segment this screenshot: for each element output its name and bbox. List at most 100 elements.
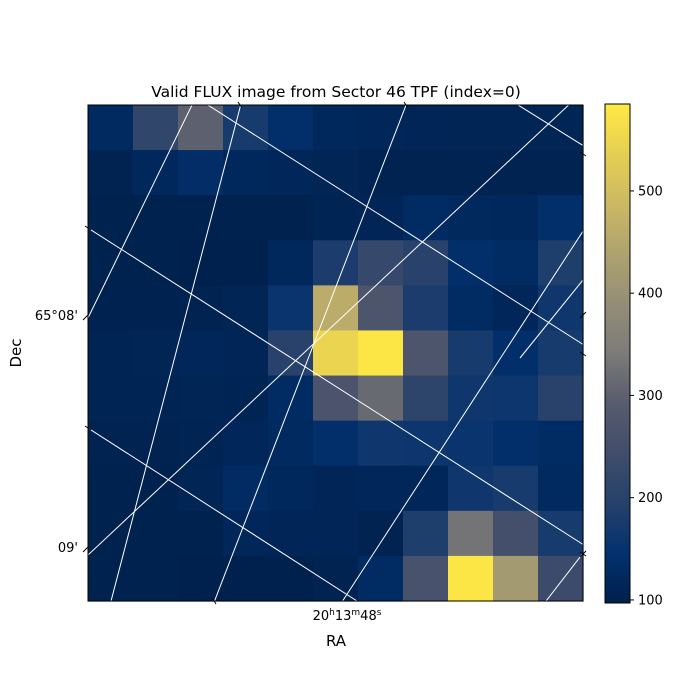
grid-line xyxy=(110,105,242,601)
heatmap-cell xyxy=(493,420,539,467)
heatmap-cell xyxy=(313,330,359,377)
heatmap-cell xyxy=(448,375,494,422)
heatmap-cell xyxy=(313,150,359,196)
heatmap-cell xyxy=(133,240,179,286)
heatmap-cell xyxy=(403,240,449,286)
heatmap-cell xyxy=(178,285,224,332)
heatmap-cell xyxy=(313,555,359,602)
heatmap-cell xyxy=(133,150,179,196)
heatmap-cell xyxy=(178,150,224,196)
heatmap-cell xyxy=(358,555,404,602)
heatmap-cell xyxy=(133,375,179,422)
plot-frame xyxy=(87,104,584,602)
frame-tick xyxy=(237,101,243,109)
coordinate-grid xyxy=(88,105,583,601)
heatmap-cell xyxy=(268,195,314,241)
heatmap-cell xyxy=(403,195,449,241)
heatmap-cell xyxy=(403,555,449,602)
heatmap-cell xyxy=(448,195,494,241)
heatmap-cell xyxy=(448,465,494,512)
grid-line xyxy=(545,552,583,601)
heatmap-cell xyxy=(133,105,179,151)
heatmap-cell xyxy=(88,240,134,286)
frame-tick xyxy=(82,313,90,321)
heatmap-cell xyxy=(538,240,584,286)
heatmap-cell xyxy=(223,105,269,151)
heatmap-cell xyxy=(538,465,584,512)
heatmap-cell xyxy=(538,330,584,377)
heatmap-cell xyxy=(88,420,134,467)
heatmap-cell xyxy=(538,195,584,241)
heatmap-cell xyxy=(178,555,224,602)
heatmap-cell xyxy=(358,330,404,377)
frame-tick xyxy=(82,545,90,553)
grid-line xyxy=(517,105,583,147)
heatmap-cell xyxy=(313,420,359,467)
heatmap-cell xyxy=(223,555,269,602)
heatmap-cell xyxy=(178,420,224,467)
heatmap-cell xyxy=(223,330,269,377)
heatmap-cell xyxy=(358,240,404,286)
heatmap-cell xyxy=(313,465,359,512)
heatmap-cell xyxy=(268,510,314,557)
heatmap-cell xyxy=(88,555,134,602)
heatmap-cell xyxy=(223,375,269,422)
heatmap-cell xyxy=(448,150,494,196)
heatmap-cell xyxy=(133,510,179,557)
heatmap-cell xyxy=(448,510,494,557)
heatmap-cell xyxy=(268,330,314,377)
frame-tick xyxy=(84,225,92,231)
heatmap-cell xyxy=(493,465,539,512)
frame-tick xyxy=(403,101,409,109)
heatmap-cell xyxy=(223,420,269,467)
grid-line xyxy=(88,427,358,601)
heatmap-cell xyxy=(88,285,134,332)
heatmap-cell xyxy=(178,105,224,151)
heatmap-cell xyxy=(133,195,179,241)
heatmap-cell xyxy=(403,330,449,377)
y-tick-label: 65°08' xyxy=(35,309,78,324)
frame-tick xyxy=(579,550,587,558)
heatmap-cell xyxy=(493,150,539,196)
heatmap-cell xyxy=(88,195,134,241)
heatmap-cell xyxy=(178,510,224,557)
heatmap-cell xyxy=(493,105,539,151)
frame-tick xyxy=(84,425,92,431)
heatmap-cell xyxy=(88,105,134,151)
grid-line xyxy=(88,105,193,319)
heatmap-cell xyxy=(88,465,134,512)
heatmap-cell xyxy=(403,150,449,196)
heatmap-cell xyxy=(493,195,539,241)
x-axis-label: RA xyxy=(326,632,347,650)
grid-line xyxy=(519,279,583,359)
heatmap-cell xyxy=(493,555,539,602)
heatmap-cell xyxy=(133,420,179,467)
colorbar-gradient xyxy=(604,103,631,604)
heatmap-cell xyxy=(88,375,134,422)
heatmap-cell xyxy=(493,240,539,286)
heatmap-cell xyxy=(358,420,404,467)
heatmap-cell xyxy=(448,330,494,377)
heatmap-cell xyxy=(493,330,539,377)
heatmap-cell xyxy=(358,285,404,332)
frame-tick xyxy=(211,597,217,605)
heatmap-cell xyxy=(538,510,584,557)
heatmap-cell xyxy=(268,285,314,332)
edge-ticks xyxy=(82,101,587,605)
colorbar-tick-label: 400 xyxy=(638,287,663,302)
heatmap-cell xyxy=(403,375,449,422)
heatmap-cells xyxy=(88,105,584,602)
grid-line xyxy=(342,230,583,601)
heatmap-cell xyxy=(313,240,359,286)
heatmap-cell xyxy=(493,375,539,422)
heatmap-cell xyxy=(358,195,404,241)
y-tick-label: 09' xyxy=(58,541,78,556)
heatmap-cell xyxy=(133,465,179,512)
y-axis-label: Dec xyxy=(7,338,25,367)
heatmap-cell xyxy=(223,465,269,512)
grid-line xyxy=(206,105,583,346)
heatmap-cell xyxy=(403,105,449,151)
heatmap-cell xyxy=(493,285,539,332)
heatmap-cell xyxy=(538,150,584,196)
